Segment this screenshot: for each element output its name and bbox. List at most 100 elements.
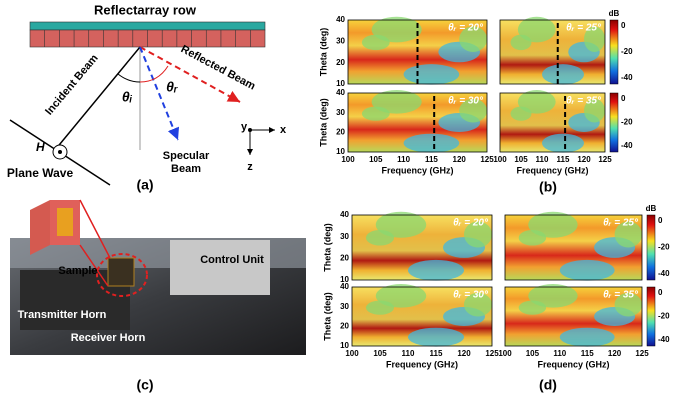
y-label: Theta (deg) — [322, 223, 332, 272]
colorbar-unit: dB — [646, 204, 657, 213]
x-tick-label: 110 — [553, 349, 566, 358]
sample — [108, 258, 134, 286]
colorbar-tick-label: -40 — [658, 269, 670, 278]
x-tick-label: 100 — [345, 349, 359, 358]
axis-z: z — [247, 161, 253, 173]
colorbar-tick-label: -20 — [658, 312, 670, 321]
subplot-label: θᵣ = 20° — [448, 23, 484, 34]
field-dot — [58, 150, 62, 154]
x-tick-label: 105 — [373, 349, 387, 358]
subplot-label: θᵣ = 35° — [603, 290, 639, 301]
heatmap-feature — [408, 260, 464, 281]
colorbar-tick-label: 0 — [621, 94, 626, 103]
x-label: Frequency (GHz) — [386, 359, 458, 369]
heatmap-feature — [404, 64, 460, 84]
colorbar-unit: dB — [609, 9, 620, 18]
heatmap-feature — [408, 328, 464, 347]
axis-y: y — [241, 121, 248, 133]
colorbar-tick-label: 0 — [658, 288, 663, 297]
heatmap-feature — [519, 301, 546, 315]
heatmap-feature — [511, 35, 532, 50]
y-tick-label: 30 — [340, 232, 349, 241]
x-tick-label: 100 — [498, 349, 512, 358]
reflected-label: Reflected Beam — [179, 43, 258, 92]
colorbar-tick-label: -40 — [621, 141, 633, 150]
x-tick-label: 105 — [526, 349, 540, 358]
array-top — [30, 22, 265, 30]
y-tick-label: 40 — [336, 88, 345, 97]
incident-label: Incident Beam — [43, 52, 101, 117]
x-tick-label: 120 — [608, 349, 622, 358]
colorbar — [610, 93, 618, 152]
subplot-label: θᵣ = 20° — [453, 218, 489, 229]
theta-i: θᵢ — [122, 89, 133, 105]
x-tick-label: 125 — [598, 155, 612, 164]
subplot-label: θᵣ = 35° — [566, 96, 602, 107]
control-box — [170, 240, 270, 295]
x-tick-label: 110 — [397, 155, 410, 164]
x-tick-label: 115 — [557, 155, 570, 164]
x-tick-label: 120 — [457, 349, 471, 358]
x-tick-label: 125 — [480, 155, 494, 164]
y-tick-label: 20 — [340, 321, 349, 330]
x-tick-label: 115 — [425, 155, 438, 164]
heatmap-feature — [362, 107, 390, 121]
colorbar-tick-label: -40 — [621, 73, 633, 82]
colorbar — [647, 287, 655, 346]
y-label: Theta (deg) — [318, 28, 328, 77]
theta-r: θᵣ — [166, 79, 178, 95]
x-label: Frequency (GHz) — [537, 359, 609, 369]
y-tick-label: 10 — [336, 79, 345, 88]
heatmap-feature — [511, 107, 532, 121]
plane-wave: Plane Wave — [7, 166, 74, 180]
colorbar-tick-label: -20 — [658, 243, 670, 252]
x-tick-label: 120 — [577, 155, 591, 164]
y-tick-label: 40 — [340, 282, 349, 291]
y-label: Theta (deg) — [318, 98, 328, 147]
panel-a: Reflectarray row Incident Beam Reflected… — [7, 2, 287, 192]
y-tick-label: 40 — [340, 210, 349, 219]
y-tick-label: 20 — [340, 253, 349, 262]
heatmap-feature — [362, 35, 390, 50]
x-tick-label: 110 — [402, 349, 415, 358]
heatmap-feature — [542, 134, 584, 153]
x-tick-label: 100 — [341, 155, 355, 164]
x-label: Frequency (GHz) — [516, 165, 588, 175]
y-tick-label: 40 — [336, 15, 345, 24]
y-tick-label: 30 — [336, 108, 345, 117]
title: Reflectarray row — [94, 2, 197, 17]
panel-c: Sample Control Unit Transmitter Horn Rec… — [10, 200, 306, 393]
subplot-label: θᵣ = 30° — [448, 96, 484, 107]
colorbar-tick-label: -20 — [621, 118, 633, 127]
colorbar-tick-label: -20 — [621, 47, 633, 56]
subplot-label: θᵣ = 25° — [603, 218, 639, 229]
x-label: Frequency (GHz) — [381, 165, 453, 175]
y-tick-label: 30 — [336, 36, 345, 45]
y-tick-label: 20 — [336, 127, 345, 136]
caption: (b) — [539, 179, 557, 195]
y-tick-label: 30 — [340, 302, 349, 311]
x-tick-label: 125 — [635, 349, 649, 358]
colorbar — [610, 20, 618, 84]
caption: (d) — [539, 377, 557, 393]
subplot-label: θᵣ = 25° — [566, 23, 602, 34]
subplot-label: θᵣ = 30° — [453, 290, 489, 301]
heatmap-feature — [560, 328, 615, 347]
photo-label: Control Unit — [200, 254, 264, 266]
x-tick-label: 115 — [581, 349, 594, 358]
specular-label: Specular — [163, 150, 210, 162]
specular-label: Beam — [171, 163, 201, 175]
photo-label: Transmitter Horn — [18, 309, 107, 321]
heatmap-feature — [404, 134, 460, 153]
x-tick-label: 115 — [430, 349, 443, 358]
x-tick-label: 105 — [369, 155, 383, 164]
photo-label: Sample — [58, 265, 97, 277]
heatmap-feature — [366, 301, 394, 315]
figure: Reflectarray row Incident Beam Reflected… — [0, 0, 688, 401]
heatmap-feature — [366, 230, 394, 246]
photo-label: Receiver Horn — [71, 332, 146, 344]
inset-patch — [57, 208, 73, 236]
colorbar-tick-label: 0 — [621, 21, 626, 30]
heatmap-feature — [519, 230, 546, 246]
heatmap-feature — [542, 64, 584, 84]
